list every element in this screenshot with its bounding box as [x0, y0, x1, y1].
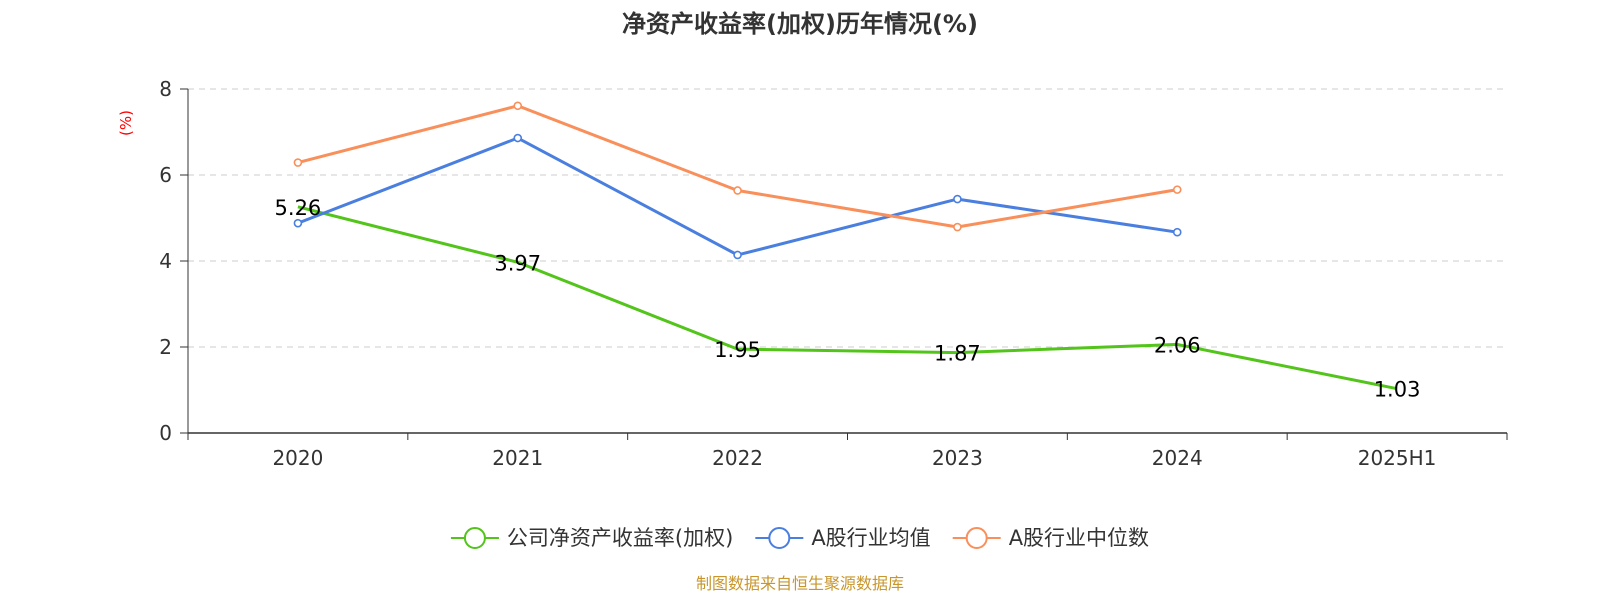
- series-line-1: [297, 136, 1178, 257]
- data-label-0-4: 2.06: [1154, 333, 1201, 357]
- y-tick-label-4: 8: [159, 77, 172, 101]
- series-0: [297, 205, 1398, 391]
- legend-item-1[interactable]: A股行业均值: [755, 526, 931, 550]
- x-tick-label-1: 2021: [492, 446, 543, 470]
- data-label-0-1: 3.97: [494, 251, 541, 275]
- series-line-2: [297, 104, 1178, 229]
- data-labels: 5.26 3.97 1.95 1.87 2.06 1.03: [275, 196, 1421, 402]
- series-1-point-3[interactable]: [953, 194, 962, 204]
- legend-swatch-circle-1: [768, 527, 791, 549]
- series-1-point-0[interactable]: [293, 218, 303, 228]
- series-2-point-3[interactable]: [953, 222, 962, 232]
- data-label-0-5: 1.03: [1374, 378, 1421, 402]
- series-2-point-0[interactable]: [293, 158, 303, 167]
- axes: 0 2 4 6 8 2020 2021 2022 2023 2024 2025H1: [159, 77, 1508, 470]
- x-tick-label-0: 2020: [272, 446, 323, 470]
- series-group: [293, 101, 1398, 391]
- data-label-0-3: 1.87: [934, 342, 981, 366]
- legend-label-1: A股行业均值: [811, 526, 930, 550]
- legend-item-2[interactable]: A股行业中位数: [952, 526, 1149, 550]
- chart-title: 净资产收益率(加权)历年情况(%): [622, 10, 978, 38]
- x-tick-label-3: 2023: [932, 446, 983, 470]
- y-tick-label-2: 4: [159, 249, 172, 273]
- series-2-point-1[interactable]: [513, 101, 523, 111]
- legend-item-0[interactable]: 公司净资产收益率(加权): [450, 526, 733, 550]
- source-note: 制图数据来自恒生聚源数据库: [696, 574, 904, 593]
- legend-label-0: 公司净资产收益率(加权): [507, 526, 733, 550]
- series-1-point-2[interactable]: [733, 250, 742, 260]
- data-label-0-0: 5.26: [275, 196, 322, 220]
- series-1-point-1[interactable]: [513, 133, 523, 143]
- data-label-0-2: 1.95: [714, 338, 761, 362]
- x-tick-label-5: 2025H1: [1358, 446, 1437, 470]
- series-line-0: [297, 205, 1398, 391]
- series-2: [293, 101, 1182, 232]
- x-tick-label-4: 2024: [1152, 446, 1203, 470]
- legend[interactable]: 公司净资产收益率(加权) A股行业均值 A股行业中位数: [450, 526, 1149, 550]
- y-tick-label-1: 2: [159, 335, 172, 359]
- series-2-point-2[interactable]: [733, 186, 742, 195]
- x-tick-label-2: 2022: [712, 446, 763, 470]
- legend-label-2: A股行业中位数: [1009, 526, 1149, 550]
- y-axis-label: (%): [117, 110, 135, 136]
- series-2-point-4[interactable]: [1172, 185, 1182, 194]
- y-tick-label-0: 0: [159, 421, 172, 445]
- legend-swatch-circle-2: [965, 527, 988, 549]
- grid-lines: [188, 88, 1507, 348]
- legend-swatch-circle-0: [463, 527, 486, 549]
- series-1-point-4[interactable]: [1172, 227, 1182, 237]
- y-tick-label-3: 6: [159, 163, 172, 187]
- series-1: [293, 133, 1182, 260]
